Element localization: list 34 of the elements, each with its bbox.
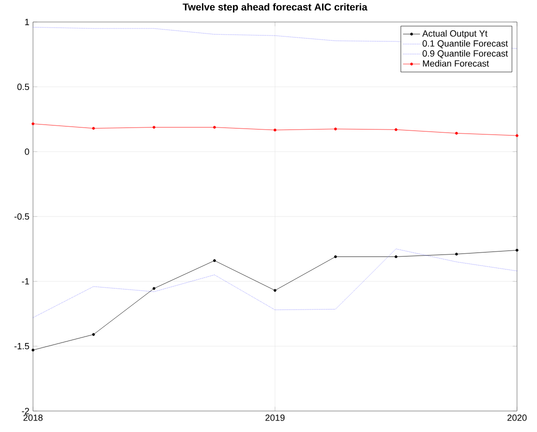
point bbox=[213, 126, 216, 129]
point bbox=[516, 248, 518, 252]
point bbox=[92, 333, 95, 336]
y-tick-label: 1 bbox=[25, 18, 30, 26]
x-tick-label: 2018 bbox=[23, 414, 43, 421]
legend-label: Median Forecast bbox=[422, 60, 489, 67]
legend-label: Actual Output Yt bbox=[422, 30, 488, 38]
x-tick-label: 2019 bbox=[265, 414, 285, 421]
legend-label: 0.1 Quantile Forecast bbox=[422, 40, 508, 48]
point bbox=[274, 289, 276, 292]
point bbox=[334, 128, 337, 130]
y-tick-label: -1 bbox=[22, 278, 30, 284]
y-tick-label: -0.5 bbox=[14, 213, 30, 220]
point bbox=[394, 255, 398, 258]
point bbox=[455, 132, 458, 135]
point bbox=[274, 128, 276, 132]
point bbox=[152, 126, 156, 129]
point bbox=[213, 259, 216, 262]
y-tick-label: -1.5 bbox=[14, 343, 30, 350]
y-tick-label: -2 bbox=[22, 408, 30, 414]
line-series bbox=[33, 248, 518, 318]
point bbox=[32, 348, 34, 352]
y-tick-label: 0.5 bbox=[17, 84, 30, 90]
point bbox=[516, 134, 518, 137]
point bbox=[455, 252, 458, 256]
point bbox=[334, 255, 337, 258]
chart-title: Twelve step ahead forecast AIC criteria bbox=[182, 3, 368, 12]
point bbox=[152, 287, 156, 290]
legend-label: 0.9 Quantile Forecast bbox=[422, 50, 508, 58]
point bbox=[92, 126, 95, 130]
y-tick-label: 0 bbox=[24, 148, 30, 155]
point bbox=[32, 122, 34, 126]
point bbox=[394, 128, 398, 132]
x-tick-label: 2020 bbox=[507, 414, 527, 421]
